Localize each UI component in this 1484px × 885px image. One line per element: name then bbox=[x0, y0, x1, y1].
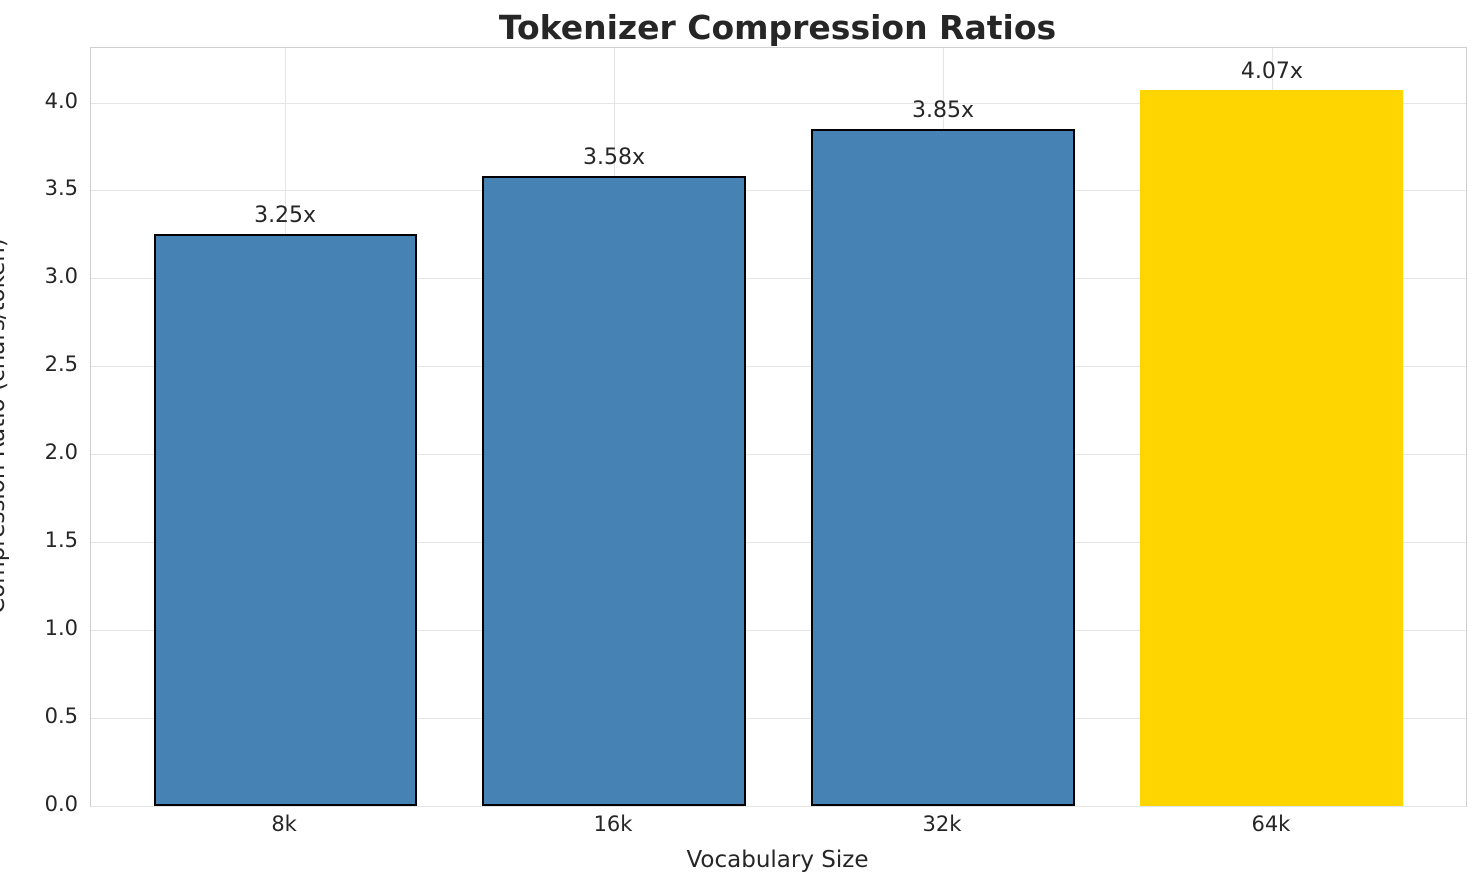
y-tick-label-4.0: 4.0 bbox=[44, 88, 78, 113]
gridline-y-1.0 bbox=[91, 630, 1466, 632]
x-tick-label-64k: 64k bbox=[1251, 812, 1291, 836]
x-tick-label-32k: 32k bbox=[922, 812, 962, 836]
gridline-y-1.5 bbox=[91, 542, 1466, 544]
bar-value-label-16k: 3.58x bbox=[583, 145, 646, 171]
plot-area: 3.25x 3.58x 3.85x 4.07x bbox=[90, 47, 1467, 807]
gridline-y-0.0 bbox=[91, 806, 1466, 807]
gridline-y-3.0 bbox=[91, 278, 1466, 280]
y-tick-label-1.0: 1.0 bbox=[44, 616, 78, 641]
y-tick-label-0.5: 0.5 bbox=[44, 704, 78, 729]
gridline-y-0.5 bbox=[91, 718, 1466, 720]
y-tick-label-3.0: 3.0 bbox=[44, 264, 78, 289]
chart-title: Tokenizer Compression Ratios bbox=[498, 8, 1057, 47]
x-tick-label-8k: 8k bbox=[271, 812, 297, 836]
gridline-y-4.0 bbox=[91, 102, 1466, 104]
y-tick-label-1.5: 1.5 bbox=[44, 528, 78, 553]
bar-value-label-8k: 3.25x bbox=[254, 203, 317, 229]
y-tick-label-2.0: 2.0 bbox=[44, 440, 78, 465]
y-tick-label-3.5: 3.5 bbox=[44, 176, 78, 201]
gridline-y-3.5 bbox=[91, 190, 1466, 192]
bar-32k bbox=[811, 128, 1075, 806]
bar-value-label-32k: 3.85x bbox=[911, 97, 974, 123]
x-axis-label: Vocabulary Size bbox=[686, 847, 869, 873]
gridline-y-2.0 bbox=[91, 454, 1466, 456]
x-tick-label-16k: 16k bbox=[593, 812, 633, 836]
bar-value-label-64k: 4.07x bbox=[1240, 59, 1303, 85]
bar-16k bbox=[482, 176, 746, 806]
bar-64k bbox=[1140, 90, 1404, 806]
y-tick-label-2.5: 2.5 bbox=[44, 352, 78, 377]
y-axis-label: Compression Ratio (chars/token) bbox=[0, 238, 10, 614]
gridline-y-2.5 bbox=[91, 366, 1466, 368]
y-tick-label-0.0: 0.0 bbox=[44, 792, 78, 816]
bar-8k bbox=[153, 234, 417, 806]
